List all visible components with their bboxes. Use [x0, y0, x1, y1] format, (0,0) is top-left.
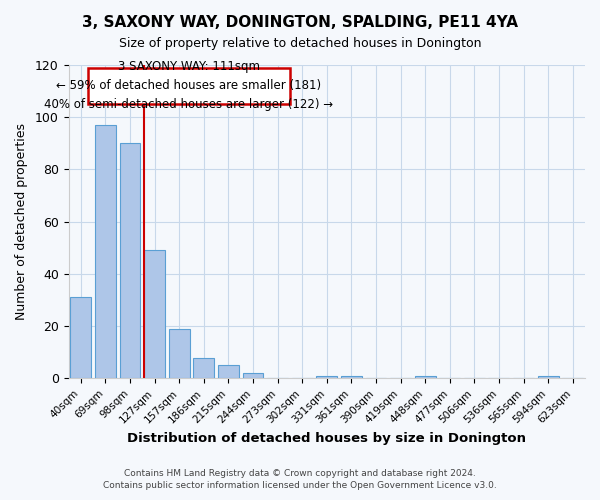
Bar [95, 125, 116, 378]
Y-axis label: Number of detached properties: Number of detached properties [15, 123, 28, 320]
Text: 3, SAXONY WAY, DONINGTON, SPALDING, PE11 4YA: 3, SAXONY WAY, DONINGTON, SPALDING, PE11… [82, 15, 518, 30]
Bar [70, 298, 91, 378]
Bar [119, 144, 140, 378]
Text: Contains HM Land Registry data © Crown copyright and database right 2024.
Contai: Contains HM Land Registry data © Crown c… [103, 468, 497, 490]
Bar [242, 374, 263, 378]
Bar [316, 376, 337, 378]
Bar [193, 358, 214, 378]
X-axis label: Distribution of detached houses by size in Donington: Distribution of detached houses by size … [127, 432, 526, 445]
Bar [144, 250, 165, 378]
Bar [169, 329, 190, 378]
Bar [341, 376, 362, 378]
Text: Size of property relative to detached houses in Donington: Size of property relative to detached ho… [119, 38, 481, 51]
Text: 3 SAXONY WAY: 111sqm
← 59% of detached houses are smaller (181)
40% of semi-deta: 3 SAXONY WAY: 111sqm ← 59% of detached h… [44, 60, 334, 112]
Bar [538, 376, 559, 378]
FancyBboxPatch shape [88, 68, 290, 104]
Bar [415, 376, 436, 378]
Bar [218, 366, 239, 378]
